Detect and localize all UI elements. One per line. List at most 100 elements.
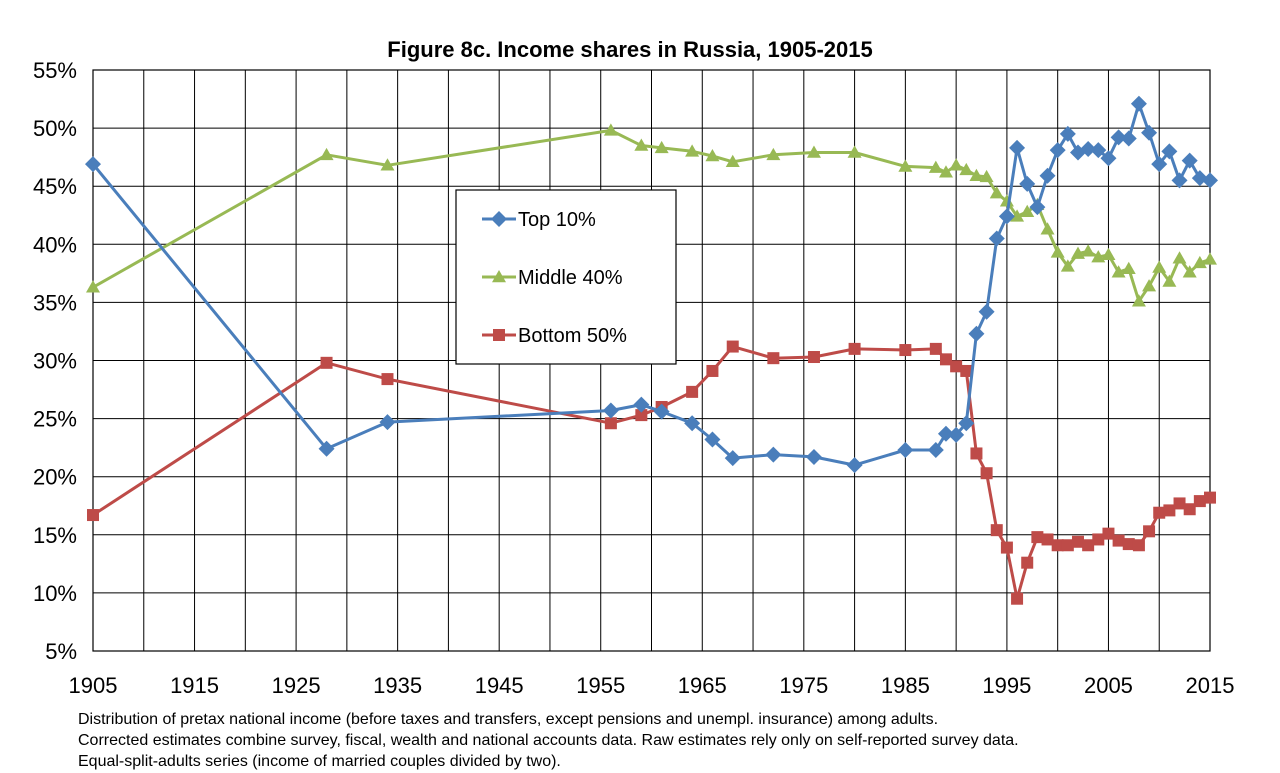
data-point-top-10 [379, 414, 396, 431]
data-point-middle-40 [898, 159, 913, 172]
data-point-middle-40 [319, 147, 334, 161]
data-point-middle-40 [1162, 274, 1177, 287]
data-point-middle-40 [1060, 259, 1075, 272]
data-point-middle-40 [1203, 252, 1217, 265]
data-point-middle-40 [1081, 244, 1096, 257]
data-point-bottom-50 [767, 352, 780, 365]
data-point-bottom-50 [1041, 533, 1054, 546]
data-point-bottom-50 [1183, 503, 1196, 516]
data-point-bottom-50 [929, 342, 942, 355]
data-point-bottom-50 [990, 524, 1003, 537]
data-point-bottom-50 [807, 351, 820, 364]
data-point-middle-40 [969, 168, 984, 181]
x-tick-label: 1985 [881, 673, 930, 698]
data-point-bottom-50 [1031, 531, 1044, 544]
data-point-top-10 [318, 440, 335, 457]
data-point-top-10 [1141, 124, 1158, 141]
data-point-bottom-50 [604, 417, 617, 430]
data-point-middle-40 [634, 138, 649, 151]
legend-swatch-marker [493, 329, 505, 341]
data-point-middle-40 [1142, 279, 1157, 292]
data-point-middle-40 [705, 148, 720, 162]
data-point-top-10 [633, 396, 650, 413]
data-point-middle-40 [1010, 209, 1025, 222]
legend-item-top-10: Top 10% [482, 209, 596, 231]
data-point-bottom-50 [320, 356, 333, 369]
data-point-bottom-50 [686, 385, 699, 398]
x-tick-label: 1995 [982, 673, 1031, 698]
data-point-middle-40 [806, 145, 821, 158]
chart-series [85, 95, 1218, 605]
data-point-bottom-50 [381, 373, 394, 386]
data-point-bottom-50 [87, 509, 99, 522]
series-bottom-50 [87, 340, 1216, 605]
data-point-top-10 [1049, 142, 1066, 159]
data-point-bottom-50 [939, 353, 952, 366]
x-tick-label: 1935 [373, 673, 422, 698]
data-point-middle-40 [1101, 247, 1116, 261]
data-point-middle-40 [380, 158, 395, 171]
data-point-top-10 [1202, 172, 1218, 189]
chart-axes: 5% 10% 15% 20% 25% 30% 35% 40% 45% 50% 55% 1905 1915… [33, 58, 1235, 698]
data-point-top-10 [1080, 141, 1097, 158]
data-point-bottom-50 [980, 467, 993, 480]
data-point-middle-40 [847, 145, 862, 158]
legend-item-bottom-50: Bottom 50% [482, 325, 627, 347]
chart-note-3: Equal-split-adults series (income of mar… [78, 753, 561, 770]
data-point-bottom-50 [848, 342, 861, 355]
x-tick-label: 2015 [1186, 673, 1235, 698]
x-tick-label: 1925 [272, 673, 321, 698]
chart-title: Figure 8c. Income shares in Russia, 1905… [387, 37, 872, 62]
plot-area-border [92, 69, 1211, 652]
y-tick-label: 25% [33, 407, 77, 432]
data-point-bottom-50 [950, 360, 963, 373]
data-point-top-10 [1151, 156, 1168, 173]
y-tick-label: 15% [33, 523, 77, 548]
data-point-bottom-50 [1173, 497, 1186, 510]
data-point-middle-40 [654, 140, 669, 154]
data-point-top-10 [948, 426, 965, 443]
data-point-top-10 [897, 441, 914, 458]
data-point-bottom-50 [1011, 592, 1024, 605]
data-point-bottom-50 [1163, 504, 1176, 517]
data-point-bottom-50 [1092, 533, 1105, 546]
data-point-top-10 [1130, 95, 1147, 112]
y-tick-label: 30% [33, 349, 77, 374]
data-point-bottom-50 [1122, 538, 1135, 551]
data-point-middle-40 [1050, 245, 1065, 258]
data-point-middle-40 [979, 169, 994, 183]
data-point-bottom-50 [1051, 539, 1064, 552]
legend-label: Middle 40% [518, 267, 623, 289]
data-point-bottom-50 [960, 364, 973, 377]
data-point-middle-40 [1172, 251, 1187, 264]
series-top-10 [85, 95, 1218, 474]
legend-label: Bottom 50% [518, 325, 627, 347]
data-point-bottom-50 [706, 364, 719, 377]
x-tick-label: 1915 [170, 673, 219, 698]
data-point-middle-40 [1111, 265, 1126, 278]
data-point-middle-40 [1070, 246, 1085, 259]
data-point-bottom-50 [1082, 539, 1095, 552]
data-point-middle-40 [725, 154, 740, 168]
chart-note-1: Distribution of pretax national income (… [78, 711, 939, 728]
data-point-bottom-50 [1143, 525, 1156, 538]
x-tick-label: 1975 [779, 673, 828, 698]
data-point-top-10 [1120, 130, 1137, 147]
data-point-top-10 [1039, 167, 1056, 184]
data-point-top-10 [1181, 152, 1198, 169]
chart-note-2: Corrected estimates combine survey, fisc… [78, 732, 1019, 749]
y-tick-label: 55% [33, 58, 77, 83]
data-point-bottom-50 [726, 340, 739, 353]
legend-swatch-marker [491, 211, 507, 227]
data-point-top-10 [1009, 139, 1026, 156]
data-point-middle-40 [949, 158, 964, 171]
data-point-top-10 [1029, 199, 1046, 216]
y-tick-label: 5% [45, 639, 77, 664]
data-point-middle-40 [928, 160, 943, 173]
data-point-top-10 [653, 403, 670, 420]
data-point-top-10 [978, 303, 995, 320]
data-point-top-10 [1059, 125, 1076, 142]
data-point-top-10 [85, 156, 101, 173]
data-point-bottom-50 [1132, 539, 1145, 552]
